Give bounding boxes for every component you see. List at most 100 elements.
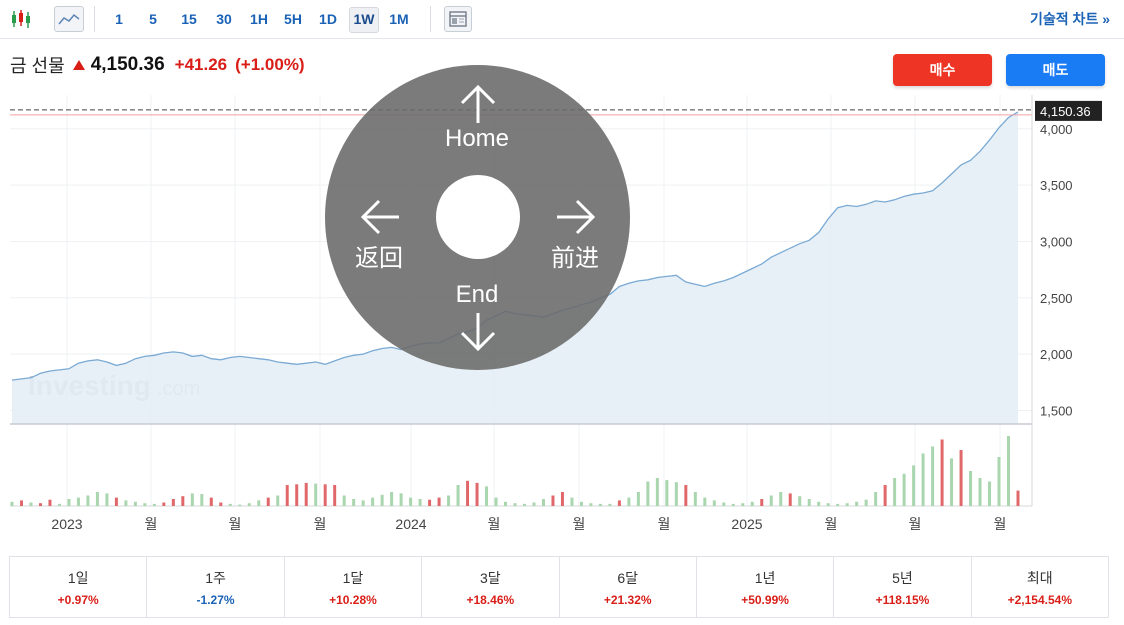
interval-1w[interactable]: 1W [349, 7, 379, 33]
y-tick-label: 3,000 [1040, 234, 1073, 249]
volume-bar [295, 484, 299, 506]
x-tick-label: 월 [573, 516, 586, 532]
area-chart-icon[interactable] [54, 6, 84, 32]
performance-label: 5년 [892, 570, 913, 586]
performance-label: 3달 [479, 570, 501, 586]
volume-bar [57, 503, 61, 506]
volume-bar [380, 494, 384, 506]
x-tick-label: 2025 [731, 516, 762, 532]
volume-bar [361, 500, 365, 506]
volume-bar [950, 458, 954, 506]
volume-bar [560, 492, 564, 506]
volume-bar [741, 503, 745, 506]
volume-bar [798, 496, 802, 506]
volume-bar [1007, 436, 1011, 506]
x-tick-label: 월 [145, 516, 158, 532]
performance-label: 6달 [617, 570, 639, 586]
overlay-back-label[interactable]: 返回 [355, 245, 403, 272]
volume-bar [323, 484, 327, 506]
price-chart[interactable]: Investing.com1,5002,0002,5003,0003,5004,… [0, 95, 1124, 540]
volume-bar [921, 453, 925, 506]
performance-value: +0.97% [57, 593, 99, 607]
volume-bar [532, 502, 536, 506]
performance-cell-1y[interactable]: 1년 +50.99% [697, 557, 835, 617]
volume-bar [276, 495, 280, 506]
performance-cell-1d[interactable]: 1일 +0.97% [10, 557, 148, 617]
volume-bar [95, 492, 99, 506]
chart-toolbar: 1 5 15 30 1H 5H 1D 1W 1M 기술적 차트 » [0, 0, 1124, 39]
layout-icon[interactable] [444, 6, 472, 32]
volume-bar [769, 495, 773, 506]
interval-1[interactable]: 1 [115, 11, 123, 27]
volume-bar [608, 503, 612, 506]
volume-bar [845, 503, 849, 506]
volume-bar [902, 473, 906, 506]
volume-bar [114, 497, 118, 506]
overlay-end-label[interactable]: End [455, 281, 499, 308]
quote-header: 금 선물 4,150.36 +41.26 (+1.00%) [10, 52, 305, 78]
performance-label: 1년 [754, 570, 776, 586]
volume-bar [864, 499, 868, 506]
volume-bar [693, 492, 697, 506]
volume-bar [304, 482, 308, 506]
volume-bar [513, 503, 517, 506]
volume-bar [181, 496, 185, 506]
performance-cell-1m[interactable]: 1달 +10.28% [285, 557, 423, 617]
volume-bar [855, 501, 859, 506]
volume-bar [190, 493, 194, 506]
volume-bar [551, 495, 555, 506]
volume-bar [589, 503, 593, 506]
volume-bar [836, 503, 840, 506]
overlay-home-label[interactable]: Home [444, 125, 510, 152]
interval-1m[interactable]: 1M [389, 11, 409, 27]
volume-bar [152, 503, 156, 506]
interval-30[interactable]: 30 [216, 11, 232, 27]
performance-cell-3m[interactable]: 3달 +18.46% [422, 557, 560, 617]
current-price-tag [1035, 100, 1102, 121]
performance-cell-5y[interactable]: 5년 +118.15% [834, 557, 972, 617]
volume-bar [874, 492, 878, 506]
volume-bar [912, 465, 916, 506]
performance-label: 1일 [67, 570, 89, 586]
overlay-center-button[interactable] [436, 175, 520, 259]
price-change: +41.26 [174, 55, 228, 74]
interval-1d[interactable]: 1D [319, 11, 337, 27]
candlestick-icon[interactable] [8, 6, 34, 32]
volume-bar [228, 503, 232, 506]
y-tick-label: 2,000 [1040, 347, 1073, 362]
performance-value: +118.15% [875, 593, 930, 607]
x-tick-label: 2023 [51, 516, 82, 532]
sell-button[interactable]: 매도 [1006, 54, 1105, 86]
volume-bar [826, 503, 830, 506]
volume-bar [817, 501, 821, 506]
buy-button[interactable]: 매수 [893, 54, 992, 86]
volume-bar [997, 457, 1001, 506]
performance-cell-1w[interactable]: 1주 -1.27% [147, 557, 285, 617]
volume-bar [969, 471, 973, 506]
interval-1h[interactable]: 1H [250, 11, 268, 27]
performance-cell-6m[interactable]: 6달 +21.32% [560, 557, 697, 617]
volume-bar [646, 481, 650, 506]
volume-bar [48, 499, 52, 506]
volume-bar [598, 503, 602, 506]
overlay-forward-label[interactable]: 前进 [551, 245, 599, 272]
volume-bar [409, 497, 413, 506]
interval-15[interactable]: 15 [181, 11, 197, 27]
performance-cell-max[interactable]: 최대 +2,154.54% [972, 557, 1108, 617]
x-tick-label: 월 [825, 516, 838, 532]
volume-bar [67, 499, 71, 506]
volume-bar [655, 478, 659, 506]
navigation-gesture-overlay[interactable]: Home 返回 前进 End [325, 65, 630, 370]
volume-bar [931, 446, 935, 506]
volume-bar [333, 485, 337, 506]
volume-bar [475, 482, 479, 506]
y-tick-label: 3,500 [1040, 178, 1073, 193]
x-tick-label: 월 [314, 516, 327, 532]
interval-5h[interactable]: 5H [284, 11, 302, 27]
performance-bar: 1일 +0.97% 1주 -1.27% 1달 +10.28% 3달 +18.46% 6달… [9, 556, 1109, 618]
volume-bar [674, 482, 678, 506]
advanced-chart-link[interactable]: 기술적 차트 » [1030, 11, 1110, 27]
volume-bar [731, 503, 735, 506]
interval-5[interactable]: 5 [149, 11, 157, 27]
performance-value: +50.99% [741, 593, 789, 607]
